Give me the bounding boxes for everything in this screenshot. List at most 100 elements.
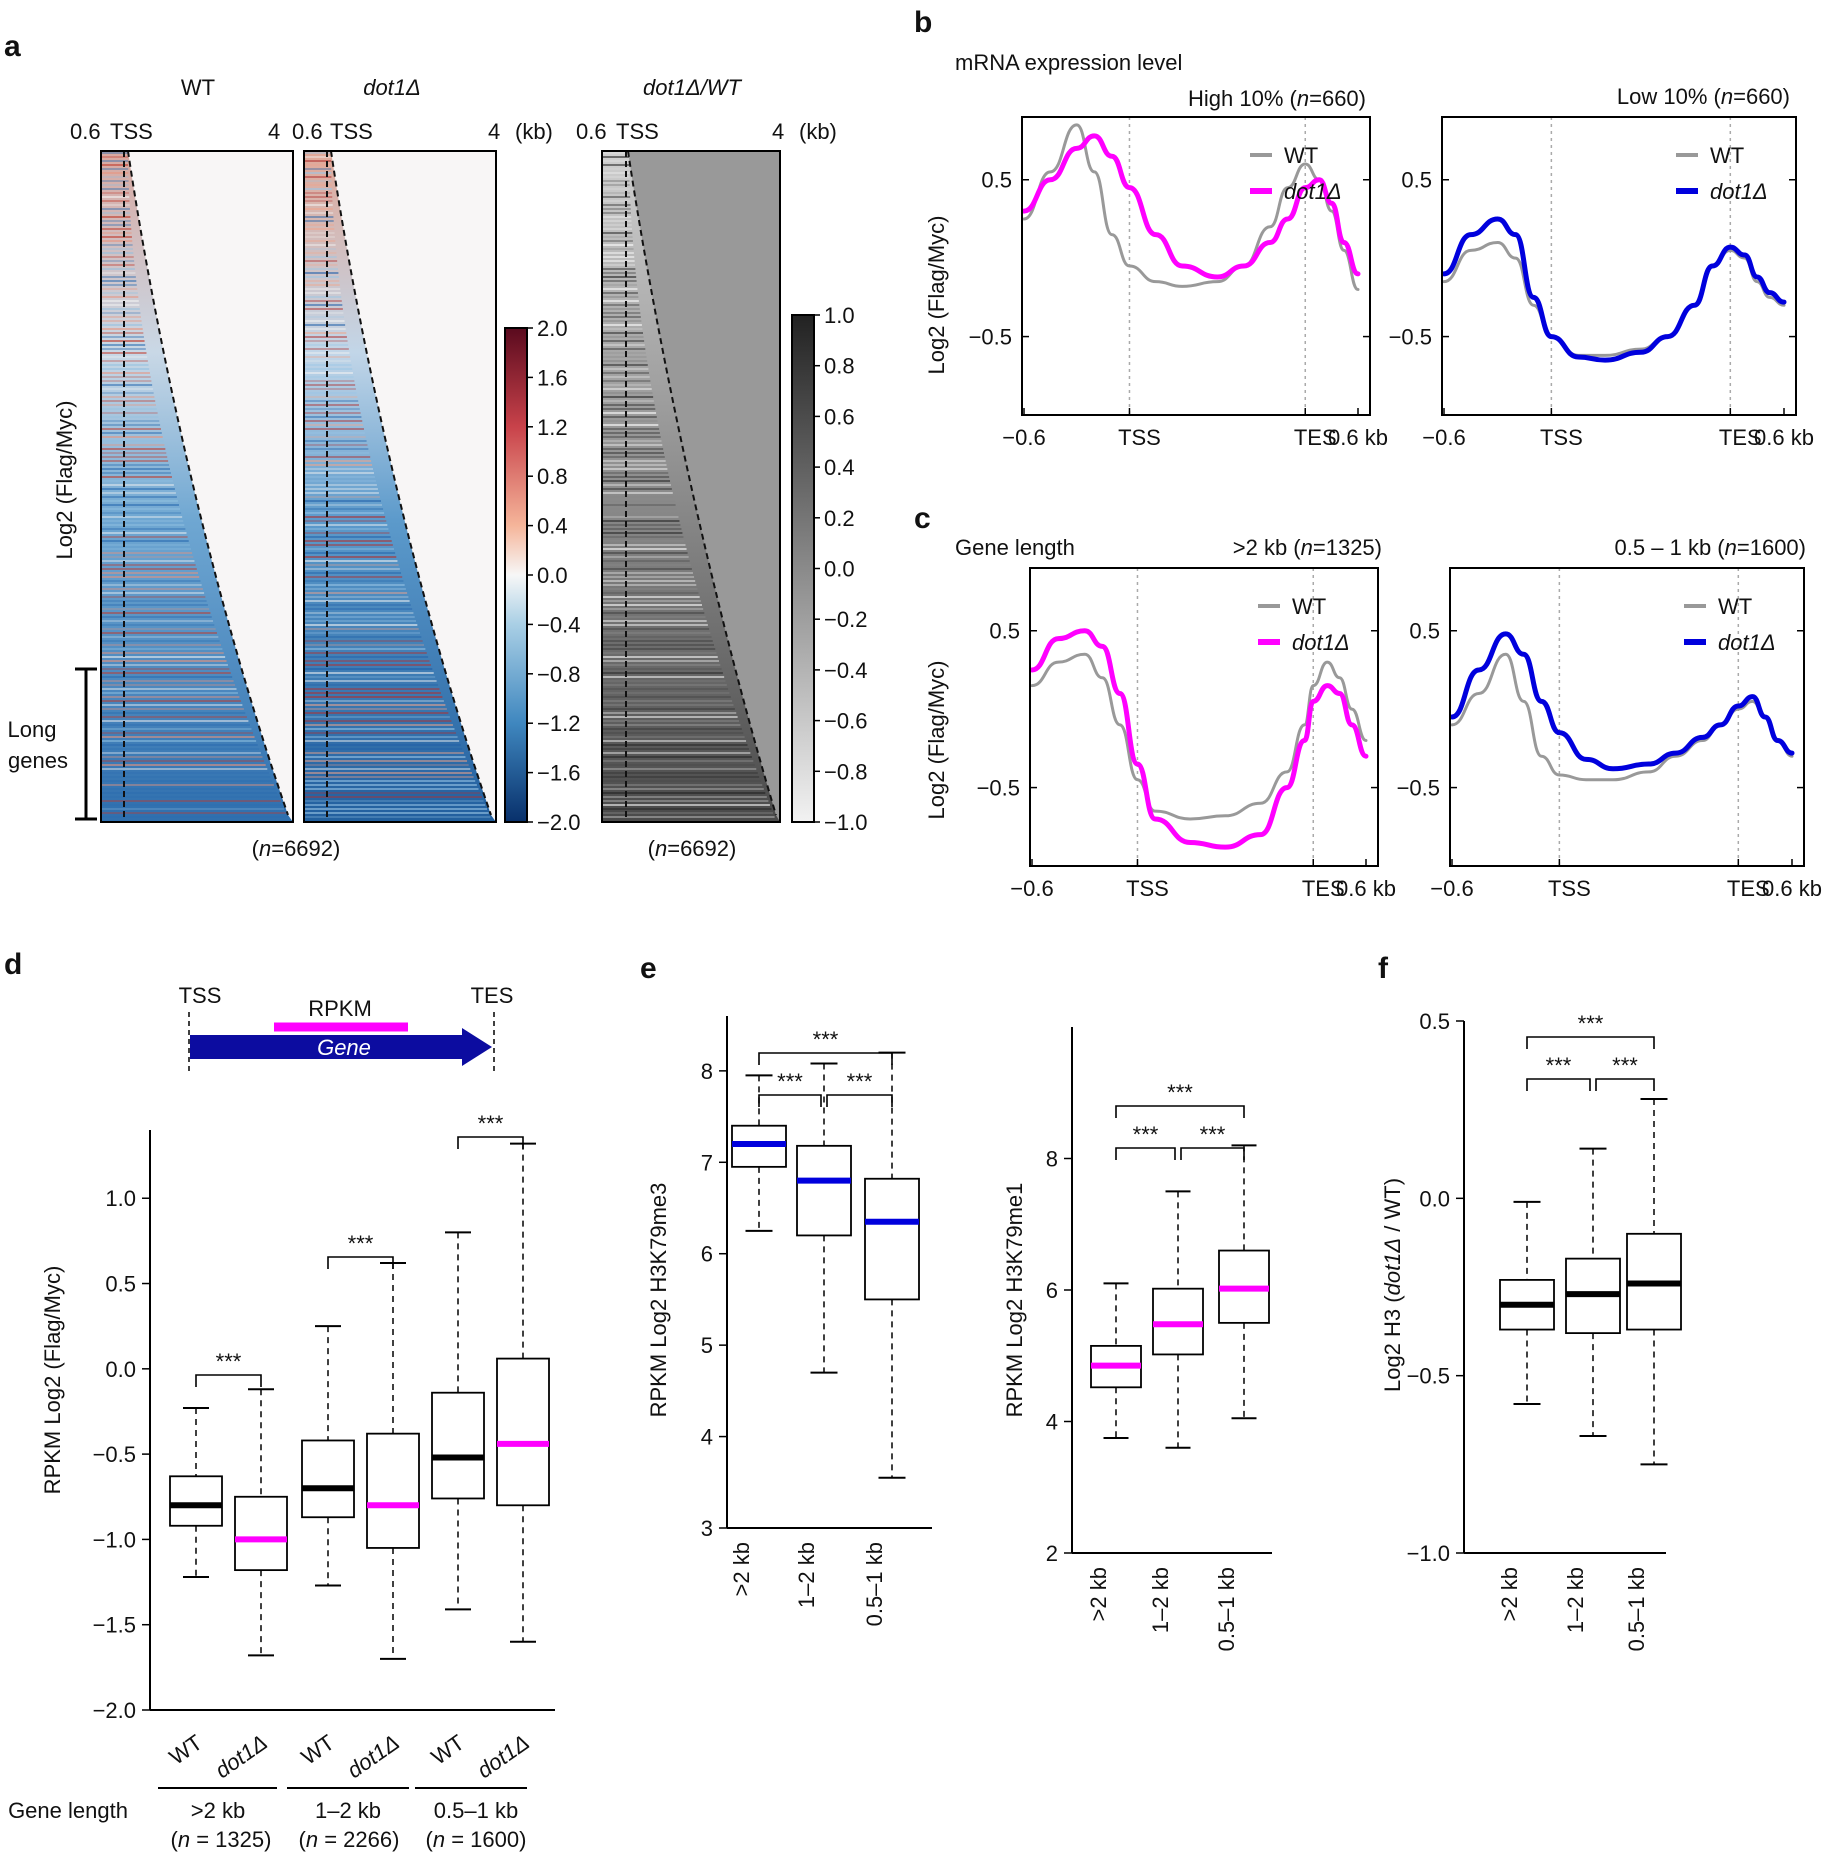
heatmap-stripe bbox=[304, 488, 378, 490]
hm3-tick-end: 4 bbox=[772, 119, 784, 144]
y-tick-label: −0.5 bbox=[977, 776, 1020, 801]
long-genes-label-1: Long bbox=[8, 717, 57, 742]
heatmap-stripe bbox=[304, 288, 341, 290]
heatmap-stripe bbox=[101, 380, 152, 382]
heatmap-stripe bbox=[602, 776, 760, 778]
heatmap-stripe bbox=[602, 556, 689, 558]
significance-bracket bbox=[1115, 1105, 1245, 1118]
y-tick-label: 2 bbox=[1046, 1541, 1058, 1566]
panel-letter-a: a bbox=[4, 30, 21, 63]
heatmap-stripe bbox=[101, 172, 129, 174]
heatmap-stripe bbox=[101, 800, 281, 802]
plot-frame bbox=[1029, 567, 1379, 867]
significance-stars: *** bbox=[1133, 1122, 1159, 1147]
heatmap-stripe bbox=[304, 812, 489, 814]
y-tick-label: −0.5 bbox=[969, 325, 1012, 350]
heatmap-stripe bbox=[602, 628, 710, 630]
heatmap-stripe bbox=[602, 804, 770, 806]
heatmap-stripe bbox=[304, 772, 472, 774]
heatmap-stripe bbox=[304, 236, 335, 238]
x-category-label: WT bbox=[165, 1730, 207, 1770]
heatmap-stripe bbox=[602, 532, 683, 534]
heatmap-stripe bbox=[101, 608, 210, 610]
heatmap-stripe bbox=[101, 596, 206, 598]
heatmap-stripe bbox=[304, 468, 374, 470]
heatmap-stripe bbox=[101, 312, 141, 314]
b-ylabel: Log2 (Flag/Myc) bbox=[924, 216, 949, 375]
heatmap-stripe bbox=[602, 276, 637, 278]
box bbox=[431, 1391, 485, 1500]
heatmap-stripe bbox=[304, 284, 340, 286]
heatmap-stripe bbox=[101, 164, 129, 166]
b-right-subtitle: Low 10% (n=660) bbox=[1617, 84, 1790, 109]
heatmap-stripe bbox=[602, 444, 663, 446]
colorbar-tick-label: 1.0 bbox=[824, 303, 855, 328]
heatmap-stripe bbox=[304, 428, 364, 430]
heatmap-stripe bbox=[602, 728, 742, 730]
heatmap-ylabel: Log2 (Flag/Myc) bbox=[52, 401, 77, 560]
x-tick-label: −0.6 bbox=[1430, 876, 1473, 901]
heatmap-stripe bbox=[602, 476, 670, 478]
legend-dot1-label: dot1Δ bbox=[1292, 630, 1350, 655]
schematic-tes: TES bbox=[471, 983, 514, 1008]
heatmap-stripe bbox=[304, 732, 457, 734]
heatmap-stripe bbox=[101, 752, 261, 754]
heatmap-stripe bbox=[304, 208, 333, 210]
heatmap-stripe bbox=[304, 308, 343, 310]
heatmap-stripe bbox=[304, 196, 333, 198]
heatmap-stripe bbox=[602, 800, 769, 802]
heatmap-stripe bbox=[304, 276, 339, 278]
heatmap-stripe bbox=[602, 328, 643, 330]
heatmap-stripe bbox=[304, 348, 349, 350]
heatmap-stripe bbox=[101, 160, 129, 162]
plot-frame bbox=[1441, 116, 1797, 416]
heatmap-stripe bbox=[304, 320, 345, 322]
significance-stars: *** bbox=[1546, 1053, 1572, 1078]
heatmap-stripe bbox=[304, 220, 334, 222]
heatmap-stripe bbox=[101, 184, 129, 186]
colorbar-tick-label: −0.8 bbox=[824, 759, 867, 784]
heatmap-stripe bbox=[101, 704, 243, 706]
heatmap-stripe bbox=[602, 688, 729, 690]
heatmap-stripe bbox=[602, 296, 639, 298]
heatmap-stripe bbox=[101, 512, 182, 514]
heatmap-stripe bbox=[101, 280, 137, 282]
heatmap-stripe bbox=[602, 596, 700, 598]
heatmap-stripe bbox=[101, 196, 130, 198]
heatmap-stripe bbox=[304, 180, 332, 182]
heatmap-stripe bbox=[101, 328, 143, 330]
heatmap-stripe bbox=[101, 264, 135, 266]
y-tick-label: 0.5 bbox=[981, 168, 1012, 193]
heatmap-stripe bbox=[602, 680, 726, 682]
heatmap-stripe bbox=[602, 284, 638, 286]
heatmap-stripe bbox=[602, 548, 687, 550]
heatmap-stripe bbox=[101, 628, 216, 630]
heatmap-stripe bbox=[304, 296, 342, 298]
x-tick-label: −0.6 bbox=[1010, 876, 1053, 901]
heatmap-stripe bbox=[304, 204, 333, 206]
x-tick-label: 0.6 kb bbox=[1762, 876, 1822, 901]
heatmap-stripe bbox=[304, 332, 347, 334]
heatmap-stripe bbox=[101, 760, 265, 762]
heatmap-stripe bbox=[602, 668, 722, 670]
heatmap-stripe bbox=[602, 620, 707, 622]
heatmap-stripe bbox=[304, 388, 356, 390]
heatmap-stripe bbox=[101, 212, 131, 214]
heatmap-stripe bbox=[602, 784, 763, 786]
significance-stars: *** bbox=[777, 1069, 803, 1094]
colorbar-tick-label: −0.4 bbox=[824, 658, 867, 683]
d-group-n-3: (n = 1600) bbox=[426, 1827, 527, 1852]
heatmap-stripe bbox=[602, 756, 752, 758]
y-tick-label: 6 bbox=[701, 1242, 713, 1267]
dot1-line bbox=[1021, 133, 1361, 280]
heatmap-stripe bbox=[304, 224, 334, 226]
hm3-unit: (kb) bbox=[799, 119, 837, 144]
dot1-line bbox=[1441, 216, 1787, 363]
heatmap-stripe bbox=[602, 764, 755, 766]
heatmap-stripe bbox=[101, 188, 129, 190]
heatmap-stripe bbox=[602, 520, 680, 522]
colorbar-tick-label: −0.6 bbox=[824, 709, 867, 734]
heatmap-stripe bbox=[101, 668, 230, 670]
heatmap-stripe bbox=[101, 664, 228, 666]
